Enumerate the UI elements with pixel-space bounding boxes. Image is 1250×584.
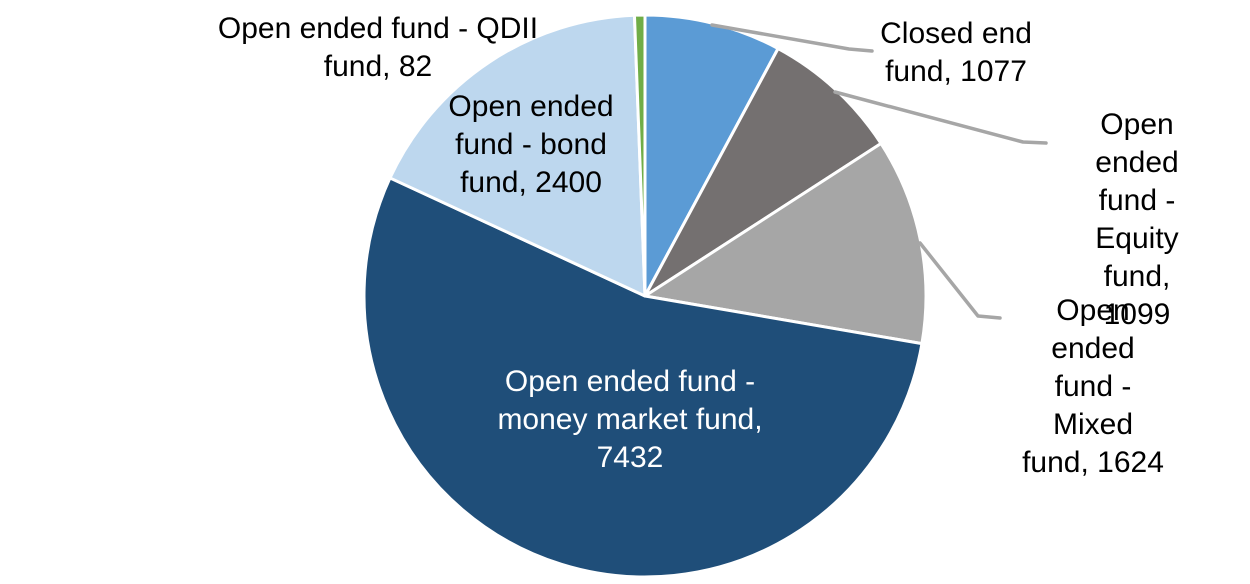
- pie-slice-equity-fund: [643, 47, 883, 298]
- slice-label-closed-end-fund: Closed end fund, 1077: [880, 17, 1032, 88]
- slice-label-equity-fund: Open ended fund - Equity fund, 1099: [1095, 108, 1179, 331]
- pie-slice-money-market-fund: [362, 176, 924, 579]
- slice-label-money-market-fund: Open ended fund - money market fund, 743…: [497, 365, 763, 474]
- slice-label-mixed-fund: Open ended fund - Mixed fund, 1624: [1022, 294, 1164, 479]
- leader-line-mixed-fund: [918, 241, 1002, 320]
- slice-label-qdii-fund: Open ended fund - QDII fund, 82: [217, 12, 539, 83]
- pie-slice-closed-end-fund: [643, 13, 780, 298]
- pie-slice-mixed-fund: [643, 141, 928, 346]
- pie-slice-bond-fund: [388, 13, 647, 298]
- slice-label-bond-fund: Open ended fund - bond fund, 2400: [448, 90, 614, 199]
- pie-slice-qdii-fund: [632, 13, 647, 298]
- leader-line-equity-fund: [833, 90, 1048, 145]
- leader-line-closed-end-fund: [710, 23, 874, 53]
